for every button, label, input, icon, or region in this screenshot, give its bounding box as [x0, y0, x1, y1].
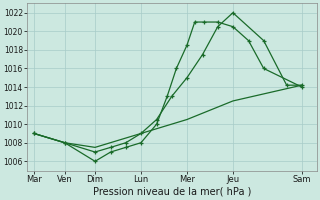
X-axis label: Pression niveau de la mer( hPa ): Pression niveau de la mer( hPa ) — [92, 187, 251, 197]
